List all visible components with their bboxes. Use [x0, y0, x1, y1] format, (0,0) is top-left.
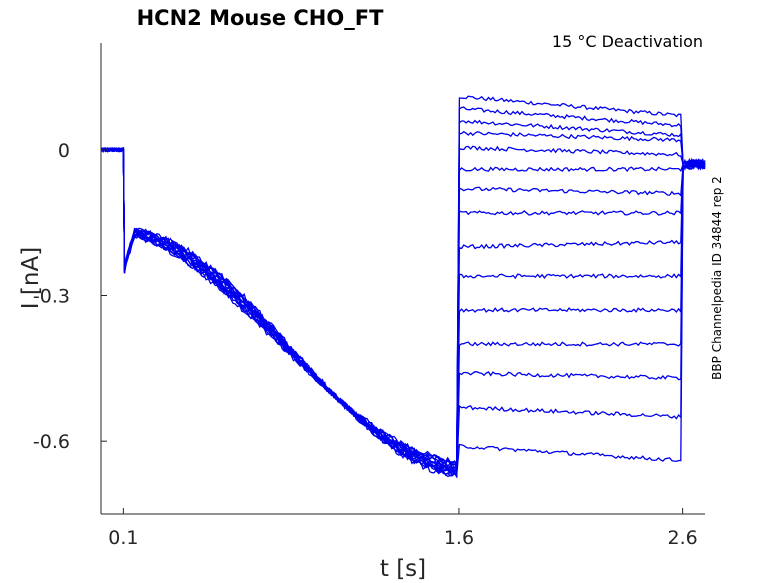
x-axis-label: t [s] — [380, 556, 426, 582]
x-tick-label: 0.1 — [108, 527, 138, 549]
trace-line — [100, 130, 706, 469]
trace-line — [100, 147, 706, 478]
y-tick-label: -0.3 — [33, 285, 70, 307]
chart-title: HCN2 Mouse CHO_FT — [137, 6, 384, 30]
traces-group — [100, 95, 706, 479]
side-note: BBP Channelpedia ID 34844 rep 2 — [710, 176, 724, 380]
y-tick-label: 0 — [58, 140, 70, 162]
trace-line — [100, 147, 706, 473]
trace-line — [100, 106, 706, 466]
x-tick-label: 2.6 — [668, 527, 698, 549]
y-tick-label: -0.6 — [33, 431, 70, 453]
trace-line — [100, 147, 706, 473]
condition-label: 15 °C Deactivation — [552, 32, 703, 51]
x-tick-label: 1.6 — [444, 527, 474, 549]
y-axis-label: I [nA] — [18, 247, 44, 309]
y-ticks: 0 -0.3 -0.6 — [33, 140, 107, 453]
trace-line — [100, 147, 706, 478]
trace-line — [100, 147, 706, 474]
trace-line — [100, 147, 706, 473]
trace-line — [100, 119, 706, 468]
trace-line — [100, 147, 706, 478]
x-ticks: 0.1 1.6 2.6 — [108, 508, 698, 549]
trace-line — [100, 145, 706, 469]
trace-line — [100, 146, 706, 474]
trace-line — [100, 147, 706, 479]
